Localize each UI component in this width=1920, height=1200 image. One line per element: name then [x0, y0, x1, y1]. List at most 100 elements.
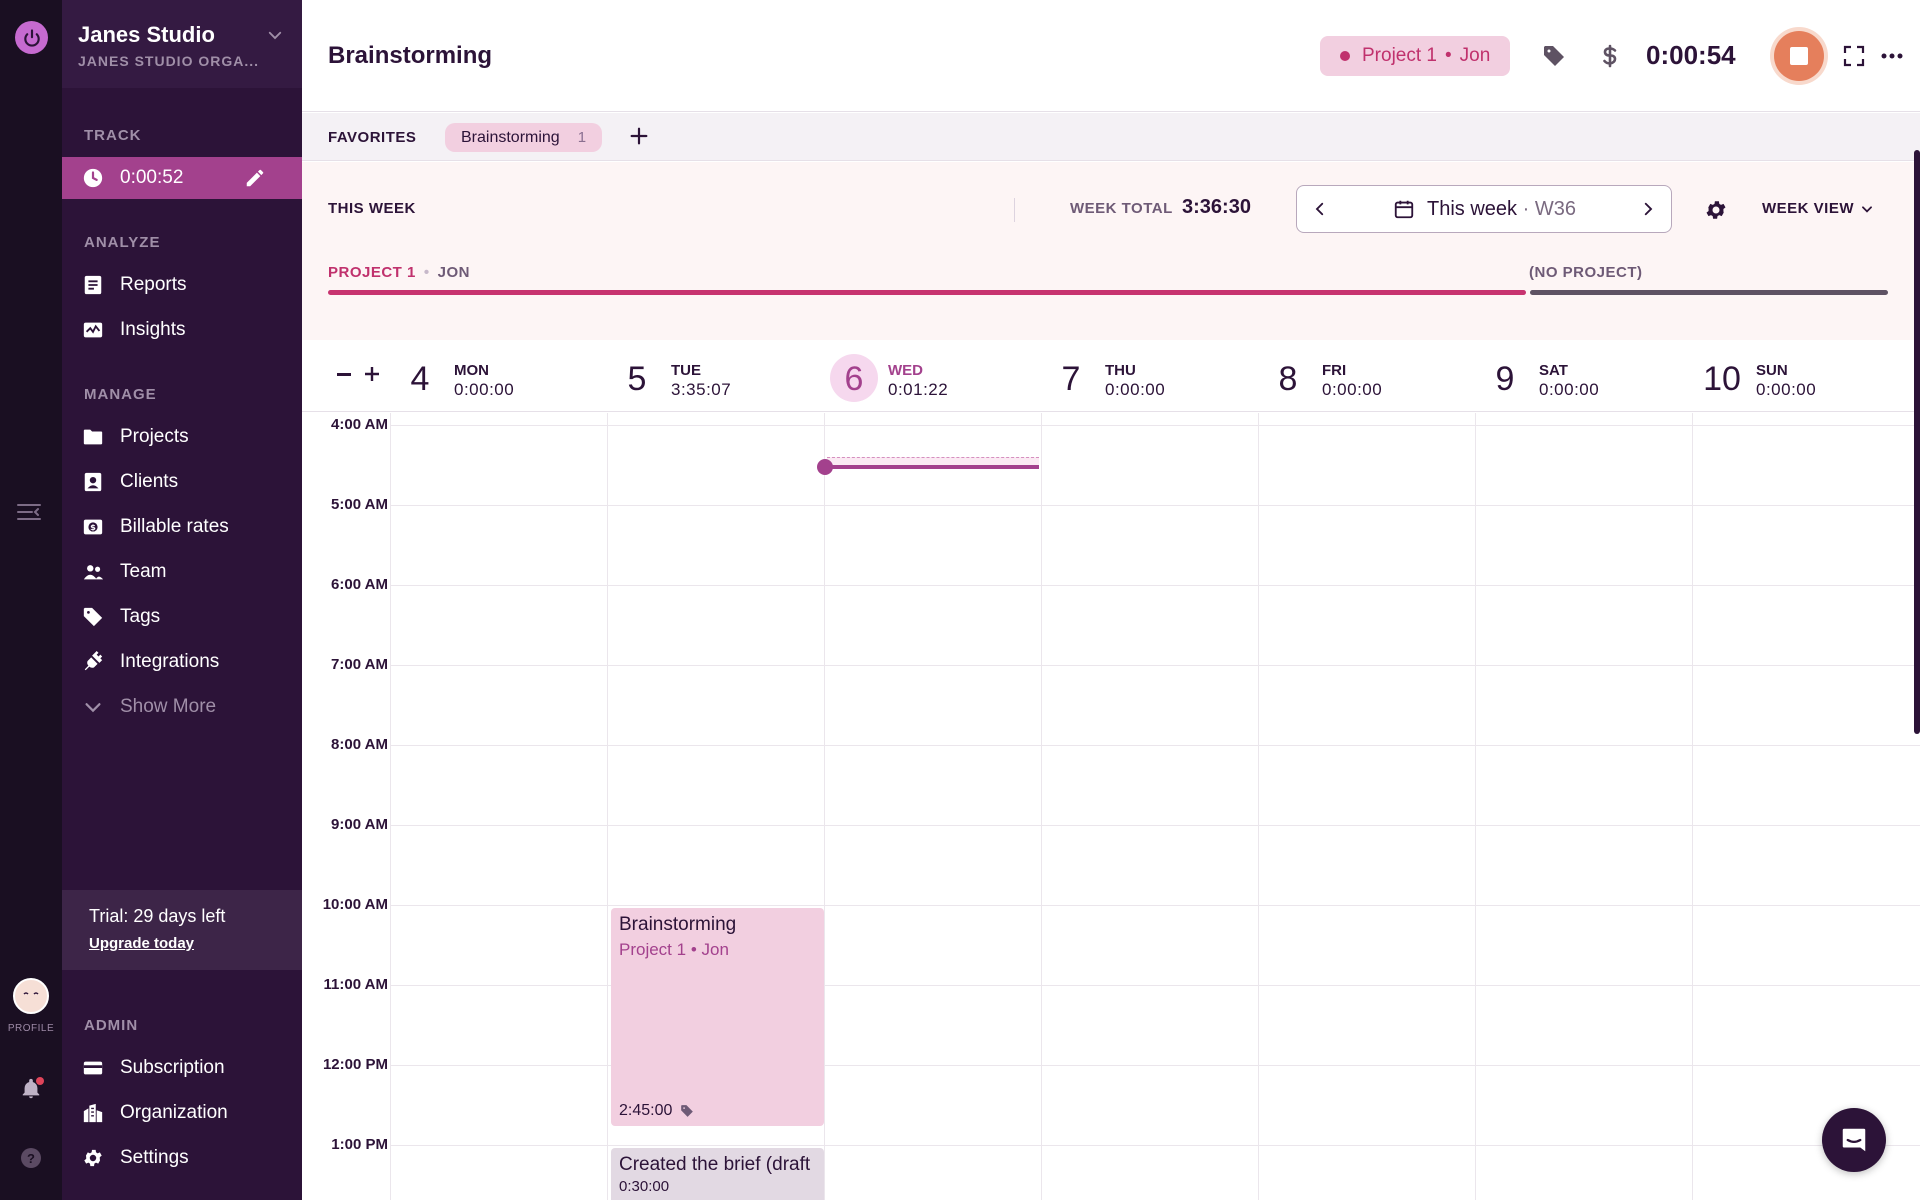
more-icon[interactable] [1880, 44, 1904, 68]
no-project-bar[interactable] [1530, 290, 1888, 295]
day-name: WED [888, 362, 923, 379]
hour-label: 4:00 AM [331, 416, 388, 433]
running-entry-placeholder [827, 457, 1039, 466]
project-bar[interactable] [328, 290, 1526, 295]
sidebar-item-projects[interactable]: Projects [62, 416, 302, 458]
chat-button[interactable] [1822, 1108, 1886, 1172]
entry-project: Project 1 • Jon [619, 940, 729, 959]
day-total: 0:00:00 [454, 380, 515, 399]
sidebar-item-organization[interactable]: Organization [62, 1092, 302, 1134]
sidebar-item-integrations[interactable]: Integrations [62, 641, 302, 683]
favorite-chip-label: Brainstorming [461, 128, 560, 146]
avatar[interactable] [13, 978, 49, 1014]
day-column-header[interactable]: 8 FRI 0:00:00 [1258, 340, 1475, 412]
day-column-header[interactable]: 10 SUN 0:00:00 [1692, 340, 1909, 412]
tag-icon [83, 607, 103, 627]
fullscreen-icon[interactable] [1842, 44, 1866, 68]
stop-button[interactable] [1774, 31, 1824, 81]
chevron-right-icon[interactable] [1639, 200, 1657, 218]
day-column-header[interactable]: 5 TUE 3:35:07 [607, 340, 824, 412]
sidebar-item-clients[interactable]: Clients [62, 461, 302, 503]
bell-icon[interactable] [20, 1078, 42, 1100]
hour-label: 1:00 PM [331, 1136, 388, 1153]
day-name: THU [1105, 362, 1136, 379]
project-color-dot [1340, 51, 1350, 61]
day-gridline [1258, 413, 1259, 1200]
trial-text: Trial: 29 days left [89, 906, 226, 926]
tag-icon [681, 1105, 694, 1117]
hour-label: 11:00 AM [323, 976, 388, 993]
tag-icon[interactable] [1542, 44, 1566, 68]
project-selector[interactable]: Project 1 • Jon [1320, 36, 1511, 76]
entry-description[interactable]: Brainstorming [328, 42, 493, 69]
sidebar-item-show-more[interactable]: Show More [62, 686, 302, 728]
project-separator: • [1444, 45, 1452, 66]
hour-gridline [390, 905, 1920, 906]
hour-label: 12:00 PM [322, 1056, 388, 1073]
section-manage: MANAGE [84, 386, 157, 403]
calendar-grid[interactable]: 4:00 AM 5:00 AM 6:00 AM 7:00 AM 8:00 AM 9:00 … [302, 413, 1920, 1200]
scrollbar[interactable] [1914, 150, 1920, 734]
gear-icon [84, 1149, 102, 1167]
day-column-header[interactable]: 6 WED 0:01:22 [824, 340, 1041, 412]
day-column-header[interactable]: 7 THU 0:00:00 [1041, 340, 1258, 412]
hour-label: 9:00 AM [331, 816, 388, 833]
add-favorite-icon[interactable] [628, 125, 650, 147]
workspace-switcher[interactable]: Janes Studio JANES STUDIO ORGA... [62, 0, 302, 88]
favorite-chip[interactable]: Brainstorming 1 [445, 123, 603, 152]
chevron-left-icon[interactable] [1311, 200, 1329, 218]
entry-duration: 0:30:00 [619, 1178, 670, 1195]
sidebar-item-insights[interactable]: Insights [62, 309, 302, 351]
sidebar-item-billable-rates[interactable]: $ Billable rates [62, 506, 302, 548]
gear-icon[interactable] [1704, 198, 1728, 222]
sidebar-item-reports[interactable]: Reports [62, 264, 302, 306]
hour-gridline [390, 745, 1920, 746]
zoom-in-icon[interactable] [364, 366, 380, 382]
day-name: MON [454, 362, 489, 379]
section-admin: ADMIN [84, 1017, 139, 1034]
dollar-icon[interactable] [1598, 44, 1622, 68]
sidebar-item-settings[interactable]: Settings [62, 1137, 302, 1179]
day-gridline [1475, 413, 1476, 1200]
week-total-value: 3:36:30 [1182, 196, 1251, 218]
day-number: 7 [1061, 360, 1081, 398]
sidebar: Janes Studio JANES STUDIO ORGA... TRACK … [62, 0, 302, 1200]
plug-icon [84, 651, 103, 671]
day-gridline [390, 413, 391, 1200]
running-timer: 0:00:54 [1646, 40, 1736, 70]
day-gridline [607, 413, 608, 1200]
week-picker[interactable]: This week · W36 [1296, 185, 1672, 233]
entry-title: Created the brief (draft [619, 1154, 811, 1175]
time-entry[interactable]: Created the brief (draft 0:30:00 [611, 1148, 824, 1200]
entry-title: Brainstorming [619, 914, 737, 935]
day-number: 8 [1278, 360, 1298, 398]
collapse-sidebar-icon[interactable] [16, 502, 42, 522]
sidebar-item-tags[interactable]: Tags [62, 596, 302, 638]
client-name: Jon [1459, 45, 1491, 66]
day-name: FRI [1322, 362, 1347, 379]
favorites-label: FAVORITES [328, 129, 417, 146]
sidebar-item-team[interactable]: Team [62, 551, 302, 593]
day-name: SAT [1539, 362, 1568, 379]
day-total: 3:35:07 [671, 380, 732, 399]
upgrade-link[interactable]: Upgrade today [89, 935, 195, 952]
hour-gridline [390, 1145, 1920, 1146]
hour-gridline [390, 505, 1920, 506]
hour-gridline [390, 425, 1920, 426]
time-entry[interactable]: Brainstorming Project 1 • Jon 2:45:00 [611, 908, 824, 1126]
power-icon[interactable] [15, 21, 48, 54]
day-column-header[interactable]: 4 MON 0:00:00 [390, 340, 607, 412]
day-column-header[interactable]: 9 SAT 0:00:00 [1475, 340, 1692, 412]
sidebar-item-subscription[interactable]: Subscription [62, 1047, 302, 1089]
day-total: 0:01:22 [888, 380, 949, 399]
week-view-dropdown[interactable]: WEEK VIEW [1762, 200, 1874, 217]
profile-label[interactable]: PROFILE [7, 1023, 55, 1034]
project-bar-label: PROJECT 1 • JON [328, 264, 470, 281]
help-icon[interactable]: ? [21, 1148, 41, 1168]
zoom-out-icon[interactable] [337, 373, 351, 376]
hour-label: 5:00 AM [331, 496, 388, 513]
chevron-down-icon [85, 703, 101, 713]
day-total: 0:00:00 [1756, 380, 1817, 399]
sidebar-item-timer[interactable]: 0:00:52 [62, 157, 302, 199]
pencil-icon[interactable] [244, 167, 266, 189]
